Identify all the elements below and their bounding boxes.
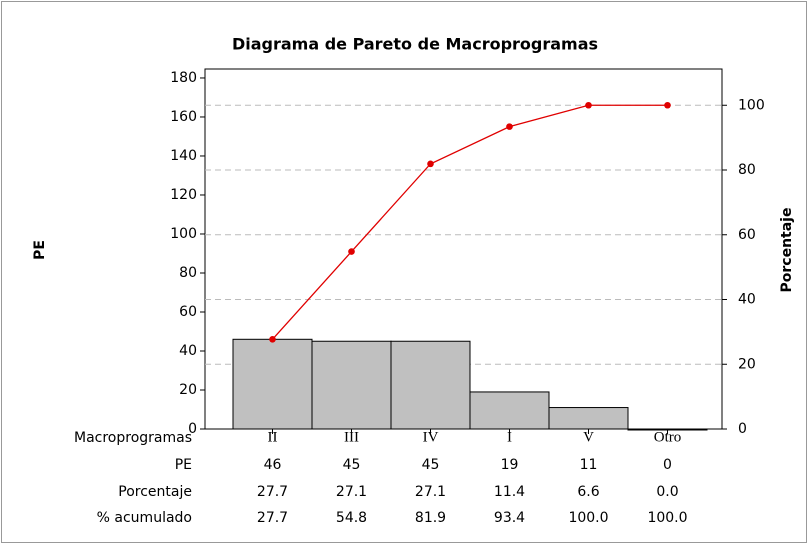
table-cell: 27.1 — [415, 484, 446, 500]
x-tick-label: IV — [423, 429, 439, 445]
y2-tick-label: 40 — [738, 292, 756, 308]
y-tick-label: 140 — [170, 148, 197, 164]
x-tick-label: V — [583, 429, 594, 445]
cumulative-point — [664, 101, 671, 109]
cumulative-line — [272, 104, 668, 340]
bar — [232, 338, 313, 430]
y-tick-label: 40 — [179, 343, 197, 359]
table-cell: 19 — [501, 457, 519, 473]
cumulative-point — [427, 160, 434, 168]
cumulative-point — [506, 123, 513, 130]
y-tick-label: 160 — [170, 109, 197, 125]
table-cell: 54.8 — [336, 510, 367, 526]
table-cell: 93.4 — [494, 510, 525, 526]
table-cell: 100.0 — [568, 510, 608, 526]
y2-tick-label: 100 — [738, 97, 765, 113]
y2-tick-label: 80 — [738, 162, 756, 178]
y2-axis-label: Porcentaje — [779, 208, 795, 293]
y2-tick-label: 0 — [738, 421, 747, 437]
bar — [311, 340, 392, 430]
x-tick-label: Otro — [654, 429, 682, 445]
table-cell: 11.4 — [494, 484, 525, 500]
table-cell: 27.7 — [257, 484, 288, 500]
x-tick-label: I — [507, 429, 512, 445]
row-label: PE — [175, 457, 192, 473]
y2-tick-label: 60 — [738, 227, 756, 243]
y-tick-label: 80 — [179, 265, 197, 281]
table-cell: 45 — [422, 457, 440, 473]
x-tick-label: II — [268, 429, 278, 445]
table-cell: 6.6 — [577, 484, 599, 500]
y-tick-label: 60 — [179, 304, 197, 320]
table-cell: 45 — [343, 457, 361, 473]
y-tick-label: 100 — [170, 226, 197, 242]
table-cell: 46 — [264, 457, 282, 473]
row-label: % acumulado — [97, 510, 192, 526]
y-tick-label: 20 — [179, 382, 197, 398]
cumulative-point — [585, 101, 592, 109]
bar — [548, 407, 629, 430]
chart-title: Diagrama de Pareto de Macroprogramas — [232, 35, 598, 54]
table-cell: 0 — [663, 457, 672, 473]
row-label: Porcentaje — [118, 484, 192, 500]
bar — [469, 391, 550, 430]
x-tick-label: III — [344, 429, 359, 445]
cumulative-point — [269, 336, 276, 343]
y-axis-label: PE — [32, 240, 48, 260]
table-cell: 11 — [580, 457, 598, 473]
table-cell: 27.7 — [257, 510, 288, 526]
row-label: Macroprogramas — [74, 430, 192, 446]
y2-tick-label: 20 — [738, 356, 756, 372]
cumulative-point — [348, 248, 355, 255]
y-tick-label: 0 — [188, 421, 197, 437]
table-cell: 81.9 — [415, 510, 446, 526]
bar — [390, 340, 471, 430]
table-cell: 100.0 — [647, 510, 687, 526]
table-cell: 27.1 — [336, 484, 367, 500]
y-tick-label: 120 — [170, 187, 197, 203]
table-cell: 0.0 — [656, 484, 678, 500]
y-tick-label: 180 — [170, 70, 197, 86]
